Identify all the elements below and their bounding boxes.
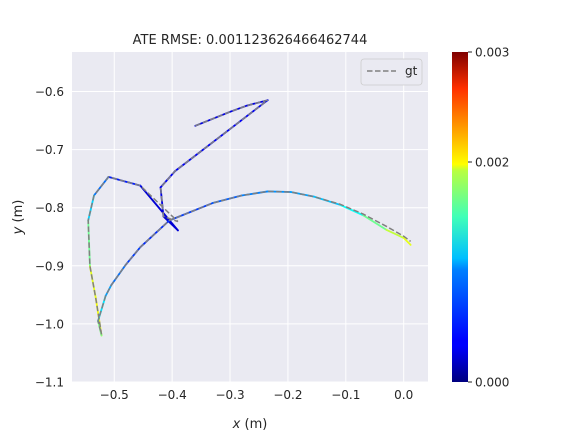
colorbar-tick-label: 0.000: [475, 376, 509, 390]
legend-gt-label: gt: [405, 64, 418, 78]
trajectory-segment: [402, 237, 412, 246]
colorbar-ticks: 0.000 0.002 0.003: [468, 46, 509, 390]
x-axis-label: x (m): [232, 417, 268, 432]
y-axis-unit: (m): [11, 200, 26, 227]
trajectory-segment: [339, 203, 365, 217]
x-tick-label: −0.1: [331, 388, 360, 402]
legend: gt: [360, 58, 423, 86]
y-tick-labels: −0.6 −0.7 −0.8 −0.9 −1.0 −1.1: [35, 85, 64, 389]
y-tick-label: −0.9: [35, 259, 64, 273]
trajectory-segment: [139, 184, 179, 232]
x-tick-label: 0.0: [394, 388, 413, 402]
x-tick-label: −0.3: [215, 388, 244, 402]
chart-title: ATE RMSE: 0.001123626466462744: [133, 33, 368, 48]
x-tick-label: −0.5: [100, 388, 129, 402]
colorbar-tick-label: 0.002: [475, 156, 509, 170]
x-tick-label: −0.2: [273, 388, 302, 402]
trajectory-segment: [110, 263, 127, 286]
y-axis-variable: y: [11, 226, 26, 235]
x-tick-label: −0.4: [158, 388, 187, 402]
y-tick-label: −1.0: [35, 317, 64, 331]
legend-box: [360, 58, 423, 86]
gt-trajectory-line: [87, 99, 412, 335]
colorbar-tick-label: 0.003: [475, 46, 509, 60]
colorbar: [452, 52, 468, 382]
y-axis-label: y (m): [11, 200, 26, 236]
y-tick-label: −1.1: [35, 376, 64, 390]
y-tick-label: −0.8: [35, 201, 64, 215]
x-tick-labels: −0.5 −0.4 −0.3 −0.2 −0.1 0.0: [100, 388, 414, 402]
x-axis-variable: x: [232, 417, 241, 432]
y-tick-label: −0.6: [35, 85, 64, 99]
y-tick-label: −0.7: [35, 143, 64, 157]
plot-area: [72, 52, 428, 382]
grid-lines: [72, 52, 428, 383]
trajectory-segment: [385, 228, 405, 239]
trajectory-segment: [362, 214, 388, 231]
x-axis-unit: (m): [240, 417, 267, 432]
